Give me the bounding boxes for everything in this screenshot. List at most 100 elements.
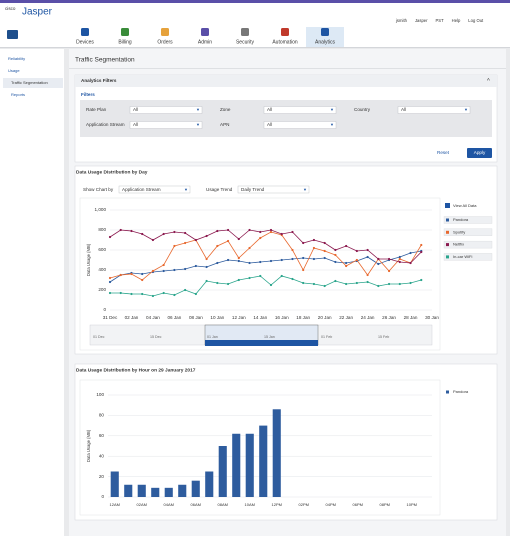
nav-tab[interactable]: Admin — [198, 39, 212, 45]
user-link[interactable]: Jasper — [415, 18, 428, 23]
filters-header — [75, 75, 497, 87]
user-link[interactable]: Log Out — [468, 18, 484, 23]
bar — [259, 425, 268, 497]
chart-title: Data Usage Distribution by Day — [76, 169, 148, 175]
nav-tab[interactable]: Devices — [76, 39, 94, 45]
data-point — [216, 244, 219, 248]
legend-label[interactable]: Pandora — [453, 389, 469, 394]
data-point — [334, 253, 337, 257]
nav-icon[interactable] — [281, 28, 289, 36]
bar — [178, 484, 187, 497]
header-border — [0, 47, 510, 48]
legend-label[interactable]: Spotify — [453, 229, 465, 234]
nav-tab[interactable]: Orders — [157, 39, 173, 45]
legend-item[interactable] — [443, 240, 493, 249]
data-point — [216, 261, 219, 265]
nav-tab[interactable]: Billing — [118, 39, 132, 45]
control-select[interactable] — [118, 185, 191, 194]
data-point — [151, 269, 155, 273]
filter-value[interactable]: All — [133, 122, 138, 127]
nav-icon[interactable] — [321, 28, 329, 36]
x-tick-label: 10AM — [245, 502, 255, 507]
data-point — [194, 238, 197, 242]
data-point — [323, 256, 326, 260]
x-tick-label: 02PM — [299, 502, 309, 507]
legend-label[interactable]: In-car WiFi — [453, 254, 472, 259]
x-tick-label: 18 Jan — [296, 315, 310, 320]
user-link[interactable]: jsmith — [395, 18, 408, 23]
data-point — [312, 238, 316, 242]
sidebar — [0, 49, 64, 536]
view-all-checkbox[interactable] — [445, 203, 450, 208]
filter-value[interactable]: All — [401, 107, 406, 112]
nav-icon[interactable] — [81, 28, 89, 36]
data-point — [237, 256, 240, 260]
data-point — [226, 282, 230, 286]
navigator-label: 01 Feb — [321, 335, 332, 339]
user-link[interactable]: Help — [452, 18, 461, 23]
collapse-icon[interactable]: ^ — [487, 79, 490, 85]
x-tick-label: 16 Jan — [275, 315, 289, 320]
nav-tab[interactable]: Analytics — [315, 39, 336, 45]
filters-title: Analytics Filters — [81, 78, 117, 83]
data-point — [259, 260, 262, 264]
control-value[interactable]: Application Stream — [122, 187, 161, 192]
filter-select[interactable] — [129, 121, 203, 129]
y-tick-label: 60 — [99, 433, 105, 438]
series-line — [109, 231, 422, 281]
data-point — [302, 241, 305, 245]
data-point — [108, 235, 112, 239]
legend-label[interactable]: Netflix — [453, 242, 464, 247]
filters-box — [80, 100, 492, 137]
nav-icon[interactable] — [161, 28, 169, 36]
filter-label: Rate Plan — [86, 107, 107, 112]
nav-icon[interactable] — [241, 28, 249, 36]
legend-item[interactable] — [443, 216, 493, 224]
sidebar-item[interactable]: Reports — [11, 92, 25, 97]
control-select[interactable] — [237, 185, 310, 194]
sidebar-item[interactable]: Reliability — [8, 56, 25, 61]
menu-toggle[interactable] — [7, 30, 18, 39]
sidebar-item[interactable]: Traffic Segmentation — [11, 80, 48, 85]
filter-select[interactable] — [263, 121, 337, 129]
data-point — [259, 274, 262, 278]
data-point — [216, 229, 219, 233]
legend-label[interactable]: Pandora — [453, 217, 469, 222]
data-point — [323, 241, 326, 245]
apply-label[interactable]: Apply — [474, 150, 486, 155]
series-line — [110, 275, 422, 297]
data-point — [366, 248, 369, 252]
filter-select[interactable] — [397, 106, 471, 114]
data-point — [205, 265, 208, 269]
x-tick-label: 28 Jan — [404, 315, 418, 320]
data-point — [387, 257, 391, 261]
data-point — [312, 257, 316, 261]
data-point — [409, 251, 412, 255]
data-point — [345, 261, 348, 265]
data-point — [162, 263, 165, 267]
legend-item[interactable] — [443, 228, 493, 236]
filter-select[interactable] — [263, 106, 337, 114]
nav-icon[interactable] — [201, 28, 209, 36]
apply-button[interactable] — [467, 148, 492, 158]
data-point — [291, 230, 294, 234]
nav-tab[interactable]: Automation — [272, 39, 298, 45]
data-point — [237, 237, 240, 241]
sidebar-item[interactable]: Usage — [8, 68, 20, 73]
y-tick-label: 0 — [101, 494, 104, 499]
x-tick-label: 12 Jan — [232, 315, 246, 320]
reset-button[interactable]: Reset — [437, 150, 450, 155]
control-value[interactable]: Daily Trend — [241, 187, 265, 192]
user-link[interactable]: PST — [436, 18, 445, 23]
filter-value[interactable]: All — [133, 107, 138, 112]
data-point — [312, 282, 316, 286]
nav-tab[interactable]: Security — [236, 39, 255, 45]
filter-value[interactable]: All — [267, 107, 272, 112]
y-tick-label: 600 — [98, 247, 106, 252]
dropdown-arrow: ▼ — [196, 122, 200, 127]
legend-item[interactable] — [443, 253, 493, 261]
navigator-scrollbar[interactable] — [205, 340, 318, 346]
filter-value[interactable]: All — [267, 122, 272, 127]
nav-icon[interactable] — [121, 28, 129, 36]
filter-select[interactable] — [129, 106, 203, 114]
